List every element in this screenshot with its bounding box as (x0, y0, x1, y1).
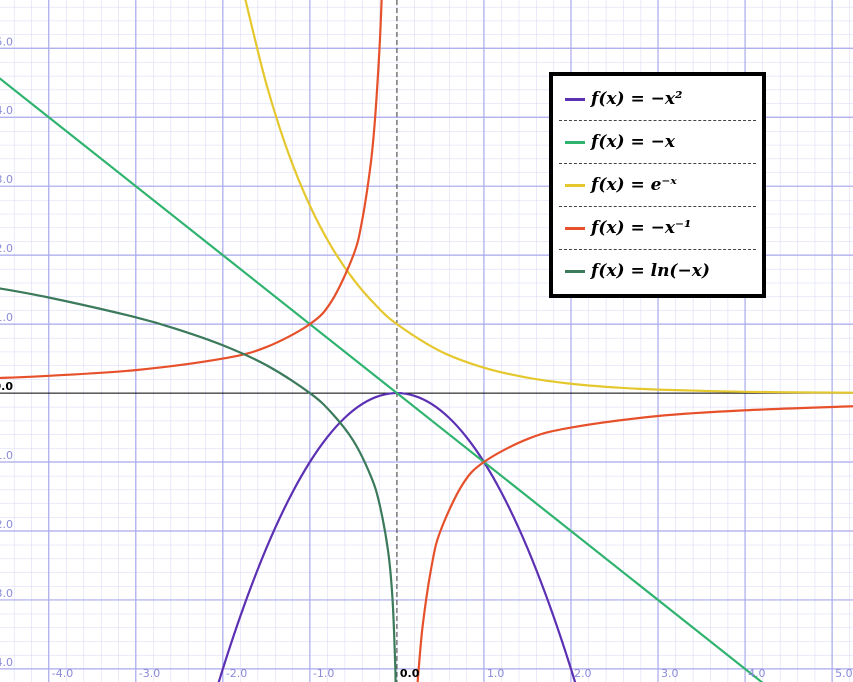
x-tick-label: 2.0 (574, 667, 592, 680)
legend: f(x) = −x² f(x) = −x f(x) = e⁻ˣ f(x) = −x⁻¹… (549, 72, 766, 298)
x-tick-label: -1.0 (313, 667, 334, 680)
legend-entry: f(x) = −x⁻¹ (559, 207, 756, 250)
legend-swatch (565, 226, 585, 230)
legend-entry: f(x) = e⁻ˣ (559, 164, 756, 207)
legend-entry: f(x) = ln(−x) (559, 250, 756, 292)
legend-entry: f(x) = −x² (559, 78, 756, 121)
y-tick-label: -4.0 (0, 656, 13, 669)
legend-label: f(x) = −x² (591, 89, 683, 109)
legend-label: f(x) = e⁻ˣ (591, 175, 677, 195)
y-tick-label: 5.0 (0, 35, 13, 48)
y-tick-label: -3.0 (0, 587, 13, 600)
legend-entry: f(x) = −x (559, 121, 756, 164)
y-tick-label: 2.0 (0, 242, 13, 255)
x-tick-label: -3.0 (139, 667, 160, 680)
legend-swatch (565, 140, 585, 144)
x-tick-label: 0.0 (400, 667, 420, 680)
function-curve (0, 287, 397, 682)
y-tick-label: -1.0 (0, 449, 13, 462)
y-tick-label: 0.0 (0, 380, 13, 393)
y-tick-label: -2.0 (0, 518, 13, 531)
x-tick-label: -4.0 (52, 667, 73, 680)
legend-label: f(x) = −x⁻¹ (591, 218, 692, 238)
x-tick-label: 4.0 (748, 667, 766, 680)
x-tick-label: 3.0 (661, 667, 679, 680)
legend-swatch (565, 269, 585, 273)
x-tick-label: 1.0 (487, 667, 505, 680)
y-tick-label: 3.0 (0, 173, 13, 186)
legend-swatch (565, 97, 585, 101)
y-tick-label: 1.0 (0, 311, 13, 324)
legend-label: f(x) = −x (591, 132, 675, 152)
function-curve (244, 0, 853, 394)
x-tick-label: -2.0 (226, 667, 247, 680)
legend-label: f(x) = ln(−x) (591, 261, 710, 281)
x-tick-label: 5.0 (835, 667, 853, 680)
legend-swatch (565, 183, 585, 187)
y-tick-label: 4.0 (0, 104, 13, 117)
function-curve (0, 77, 764, 682)
